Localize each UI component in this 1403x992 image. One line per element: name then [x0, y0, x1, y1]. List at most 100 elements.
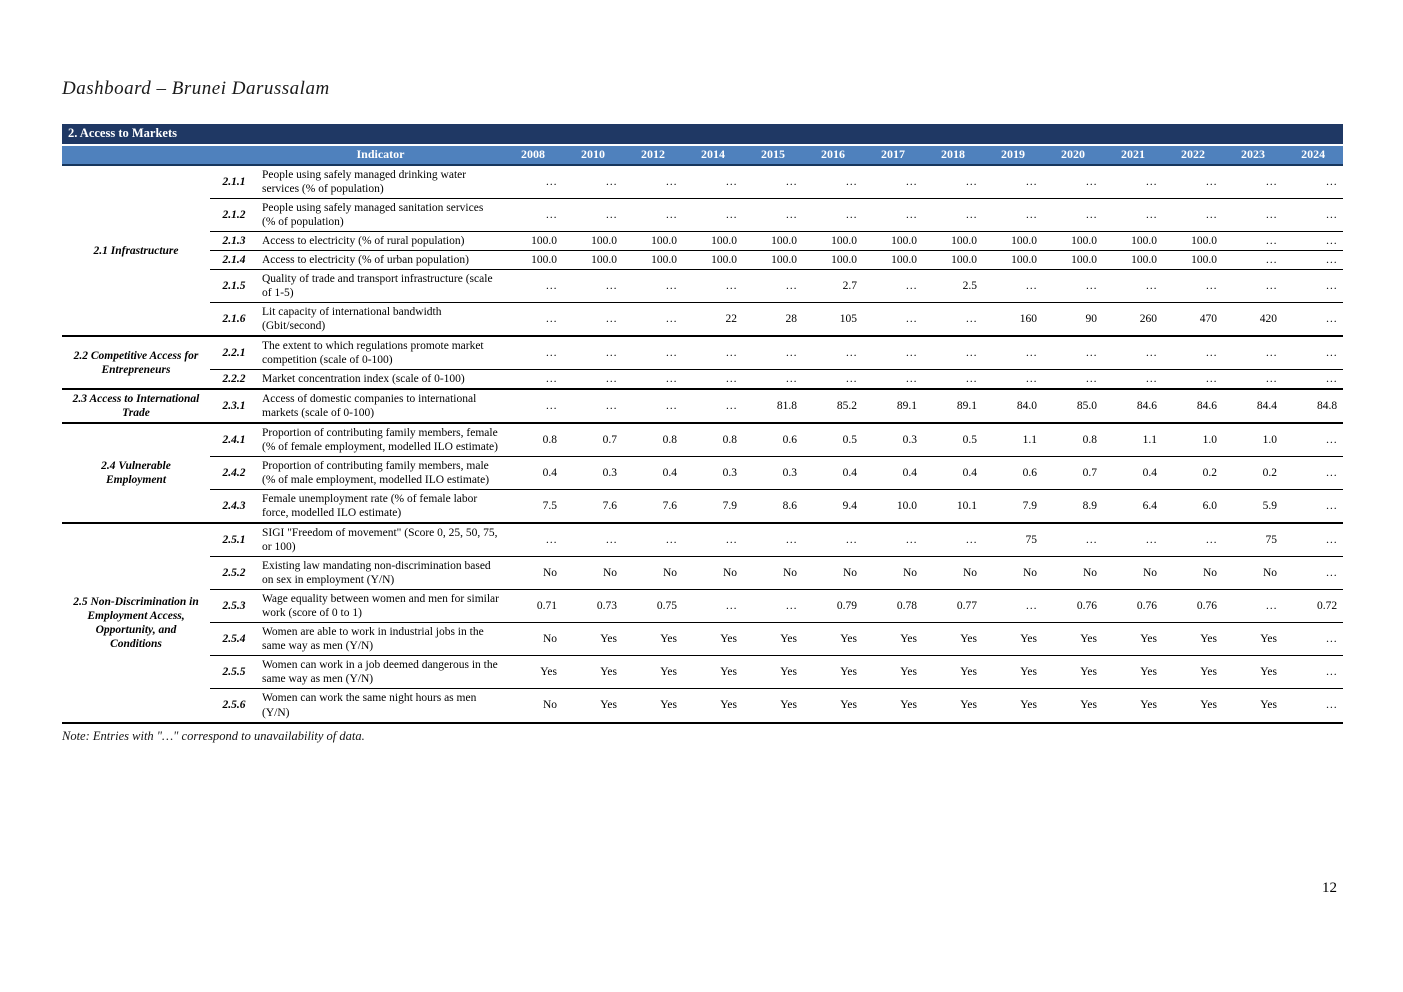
value-cell-2.2.1-2015: …	[743, 335, 803, 370]
page-title: Dashboard – Brunei Darussalam	[62, 78, 330, 99]
value-cell-2.2.2-2015: …	[743, 369, 803, 390]
value-cell-2.5.5-2015: Yes	[743, 655, 803, 689]
value-cell-2.4.1-2023: 1.0	[1223, 422, 1283, 457]
indicator-description: SIGI "Freedom of movement" (Score 0, 25,…	[258, 522, 503, 557]
value-cell-2.5.3-2021: 0.76	[1103, 589, 1163, 623]
value-cell-2.4.2-2018: 0.4	[923, 456, 983, 490]
value-cell-2.4.1-2012: 0.8	[623, 422, 683, 457]
value-cell-2.5.2-2018: No	[923, 556, 983, 590]
value-cell-2.3.1-2024: 84.8	[1283, 388, 1344, 424]
page-number: 12	[1322, 880, 1337, 896]
indicator-group-2-1: 2.1 Infrastructure 2.1.1 People using safe…	[62, 163, 1344, 337]
value-cell-2.1.1-2016: …	[803, 164, 863, 199]
value-cell-2.1.6-2010: …	[563, 302, 623, 337]
indicator-row-2.5.4: 2.5.4 Women are able to work in industria…	[62, 622, 1344, 656]
value-cell-2.2.2-2019: …	[983, 369, 1043, 390]
indicator-description: Women are able to work in industrial job…	[258, 622, 503, 656]
value-cell-2.4.2-2008: 0.4	[503, 456, 563, 490]
indicator-description: People using safely managed drinking wat…	[258, 164, 503, 199]
indicator-code: 2.2.1	[210, 335, 258, 370]
value-cell-2.4.2-2010: 0.3	[563, 456, 623, 490]
value-cell-2.5.1-2016: …	[803, 522, 863, 557]
indicator-row-2.5.1: 2.5 Non-Discrimination in Employment Acc…	[62, 522, 1344, 723]
year-header-2021: 2021	[1103, 145, 1163, 166]
value-cell-2.5.5-2010: Yes	[563, 655, 623, 689]
value-cell-2.1.4-2008: 100.0	[503, 250, 563, 270]
value-cell-2.5.4-2014: Yes	[683, 622, 743, 656]
value-cell-2.1.3-2017: 100.0	[863, 231, 923, 251]
indicator-description: Market concentration index (scale of 0-1…	[258, 369, 503, 390]
value-cell-2.5.5-2022: Yes	[1163, 655, 1223, 689]
value-cell-2.4.3-2017: 10.0	[863, 489, 923, 524]
indicator-description: Female unemployment rate (% of female la…	[258, 489, 503, 524]
value-cell-2.1.4-2023: …	[1223, 250, 1283, 270]
value-cell-2.5.1-2012: …	[623, 522, 683, 557]
value-cell-2.4.2-2012: 0.4	[623, 456, 683, 490]
value-cell-2.2.2-2016: …	[803, 369, 863, 390]
indicator-description: Proportion of contributing family member…	[258, 456, 503, 490]
value-cell-2.3.1-2015: 81.8	[743, 388, 803, 424]
value-cell-2.5.6-2015: Yes	[743, 688, 803, 723]
value-cell-2.1.3-2015: 100.0	[743, 231, 803, 251]
value-cell-2.5.4-2022: Yes	[1163, 622, 1223, 656]
value-cell-2.5.1-2023: 75	[1223, 522, 1283, 557]
indicator-code: 2.5.2	[210, 556, 258, 590]
value-cell-2.2.2-2024: …	[1283, 369, 1344, 390]
value-cell-2.1.6-2022: 470	[1163, 302, 1223, 337]
indicator-description: Quality of trade and transport infrastru…	[258, 269, 503, 303]
value-cell-2.1.1-2017: …	[863, 164, 923, 199]
value-cell-2.5.4-2023: Yes	[1223, 622, 1283, 656]
indicator-description: The extent to which regulations promote …	[258, 335, 503, 370]
value-cell-2.5.6-2018: Yes	[923, 688, 983, 723]
value-cell-2.2.1-2024: …	[1283, 335, 1344, 370]
indicator-column-header: Indicator	[258, 145, 503, 166]
value-cell-2.4.2-2015: 0.3	[743, 456, 803, 490]
value-cell-2.5.4-2016: Yes	[803, 622, 863, 656]
value-cell-2.1.5-2018: 2.5	[923, 269, 983, 303]
indicator-group-2-2: 2.2 Competitive Access for Entrepreneurs…	[62, 335, 1344, 390]
indicator-description: Access to electricity (% of urban popula…	[258, 250, 503, 270]
indicator-code: 2.1.6	[210, 302, 258, 337]
value-cell-2.4.3-2014: 7.9	[683, 489, 743, 524]
value-cell-2.5.4-2019: Yes	[983, 622, 1043, 656]
value-cell-2.4.3-2020: 8.9	[1043, 489, 1103, 524]
value-cell-2.1.6-2021: 260	[1103, 302, 1163, 337]
indicator-row-2.5.2: 2.5.2 Existing law mandating non-discrimi…	[62, 556, 1344, 590]
value-cell-2.2.1-2014: …	[683, 335, 743, 370]
indicator-row-2.3.1: 2.3 Access to International Trade 2.3.1 Ac…	[62, 388, 1344, 424]
value-cell-2.5.5-2019: Yes	[983, 655, 1043, 689]
value-cell-2.1.3-2012: 100.0	[623, 231, 683, 251]
value-cell-2.1.5-2019: …	[983, 269, 1043, 303]
value-cell-2.4.1-2020: 0.8	[1043, 422, 1103, 457]
value-cell-2.1.2-2014: …	[683, 198, 743, 232]
value-cell-2.2.2-2020: …	[1043, 369, 1103, 390]
indicator-row-2.4.2: 2.4.2 Proportion of contributing family m…	[62, 456, 1344, 490]
value-cell-2.5.6-2016: Yes	[803, 688, 863, 723]
value-cell-2.1.1-2015: …	[743, 164, 803, 199]
value-cell-2.5.5-2018: Yes	[923, 655, 983, 689]
value-cell-2.2.2-2010: …	[563, 369, 623, 390]
value-cell-2.5.6-2024: …	[1283, 688, 1344, 723]
indicator-code: 2.1.1	[210, 164, 258, 199]
value-cell-2.1.4-2012: 100.0	[623, 250, 683, 270]
year-header-2017: 2017	[863, 145, 923, 166]
column-header-row: Indicator 2008 2010 2012 2014 2015 2016 2017 20…	[62, 145, 1344, 166]
value-cell-2.1.5-2021: …	[1103, 269, 1163, 303]
indicator-row-2.2.1: 2.2 Competitive Access for Entrepreneurs…	[62, 335, 1344, 390]
value-cell-2.1.3-2022: 100.0	[1163, 231, 1223, 251]
value-cell-2.5.1-2010: …	[563, 522, 623, 557]
value-cell-2.1.6-2018: …	[923, 302, 983, 337]
value-cell-2.4.2-2024: …	[1283, 456, 1344, 490]
value-cell-2.1.5-2012: …	[623, 269, 683, 303]
value-cell-2.4.3-2008: 7.5	[503, 489, 563, 524]
value-cell-2.1.2-2012: …	[623, 198, 683, 232]
value-cell-2.2.2-2022: …	[1163, 369, 1223, 390]
value-cell-2.2.1-2017: …	[863, 335, 923, 370]
value-cell-2.5.1-2015: …	[743, 522, 803, 557]
value-cell-2.5.2-2016: No	[803, 556, 863, 590]
value-cell-2.5.3-2022: 0.76	[1163, 589, 1223, 623]
header-blank-code	[210, 145, 258, 166]
value-cell-2.3.1-2023: 84.4	[1223, 388, 1283, 424]
value-cell-2.5.2-2012: No	[623, 556, 683, 590]
value-cell-2.5.6-2012: Yes	[623, 688, 683, 723]
